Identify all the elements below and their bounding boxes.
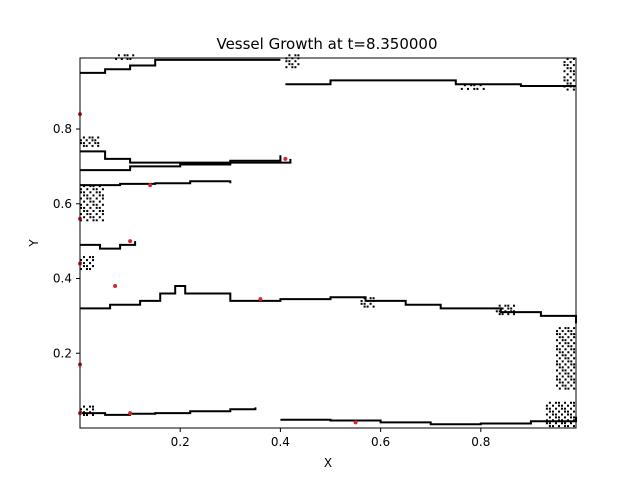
plot-background bbox=[80, 58, 576, 428]
tip-cell-10 bbox=[128, 411, 133, 416]
vessel-1 bbox=[80, 58, 281, 74]
chart-title: Vessel Growth at t=8.350000 bbox=[216, 35, 437, 53]
axes-frame bbox=[79, 57, 577, 429]
y-tick-label-4: 0.8 bbox=[53, 122, 72, 136]
x-tick-label-1: 0.2 bbox=[171, 435, 190, 449]
tip-cell-8 bbox=[258, 297, 263, 302]
vessel-7 bbox=[80, 285, 577, 324]
y-axis-ticks: 0.2 0.4 0.6 0.8 bbox=[53, 122, 80, 360]
tip-cell-2 bbox=[283, 156, 288, 161]
x-tick-label-2: 0.4 bbox=[271, 435, 290, 449]
vessel-2 bbox=[285, 79, 576, 87]
x-axis-ticks: 0.2 0.4 0.6 0.8 bbox=[171, 428, 490, 449]
sprout-cluster-7 bbox=[80, 256, 94, 270]
x-axis-label: X bbox=[324, 456, 332, 470]
tip-cell-3 bbox=[148, 183, 153, 188]
vessel-5 bbox=[80, 180, 232, 187]
x-tick-label-3: 0.6 bbox=[371, 435, 390, 449]
sprout-cluster-4 bbox=[563, 58, 575, 91]
tip-cell-11 bbox=[353, 420, 358, 425]
tip-cell-7 bbox=[113, 284, 118, 288]
plot-area bbox=[78, 54, 577, 429]
x-tick-label-4: 0.8 bbox=[471, 435, 490, 449]
sprout-cluster-10 bbox=[556, 327, 576, 390]
y-tick-label-3: 0.6 bbox=[53, 197, 72, 211]
vessel-8 bbox=[80, 407, 257, 416]
sprout-cluster-5 bbox=[80, 136, 100, 147]
sprout-cluster-1 bbox=[115, 54, 135, 60]
y-axis-label: Y bbox=[27, 239, 41, 248]
vessel-network bbox=[80, 58, 577, 426]
tip-cell-5 bbox=[128, 239, 133, 244]
sprout-cluster-6 bbox=[80, 185, 104, 222]
sprout-cluster-8 bbox=[360, 297, 375, 308]
vessel-9 bbox=[280, 416, 577, 426]
vessel-4 bbox=[80, 158, 292, 172]
sprout-clusters bbox=[80, 54, 576, 428]
sprout-cluster-9 bbox=[495, 304, 515, 316]
sprout-cluster-11 bbox=[545, 401, 575, 428]
y-tick-label-2: 0.4 bbox=[53, 272, 72, 286]
vessel-3 bbox=[80, 150, 282, 164]
vessel-6 bbox=[80, 241, 137, 250]
y-tick-label-1: 0.2 bbox=[53, 346, 72, 360]
sprout-cluster-3 bbox=[460, 84, 485, 90]
